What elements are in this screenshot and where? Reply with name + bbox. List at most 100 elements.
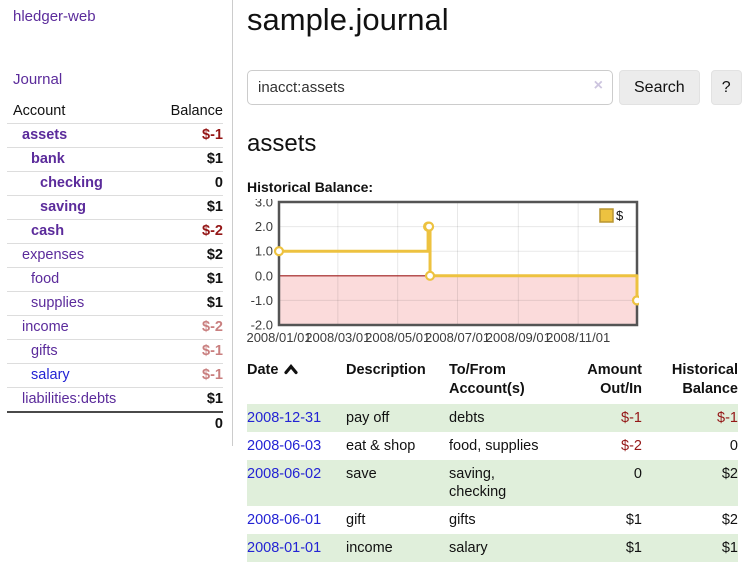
account-balance: $2 [153,244,223,268]
tx-date-cell: 2008-06-01 [247,506,346,534]
page-title: sample.journal [247,2,742,38]
tx-date-link[interactable]: 2008-12-31 [247,410,321,426]
tx-amount: $1 [561,506,642,534]
search-input-wrap: × [247,70,613,105]
data-point [426,272,434,280]
account-name-cell: salary [7,364,153,388]
sidebar-account-income[interactable]: income [22,319,69,335]
sidebar-account-row: gifts $-1 [7,340,223,364]
accounts-table: Account Balance assets$-1bank$1checking0… [7,100,223,436]
tx-accounts: debts [449,404,561,432]
sidebar-account-expenses[interactable]: expenses [22,247,84,263]
account-name-cell: food [7,268,153,292]
sidebar-account-row: saving $1 [7,196,223,220]
transaction-row: 2008-01-01incomesalary$1$1 [247,534,738,562]
accounts-total-balance: 0 [153,412,223,436]
x-tick-label: 2008/09/01 [486,330,551,345]
tx-col-label: To/From [449,361,549,380]
sort-ascending-icon [284,362,298,378]
transaction-row: 2008-06-01giftgifts$1$2 [247,506,738,534]
sidebar-account-bank[interactable]: bank [31,151,65,167]
account-balance: $-1 [153,124,223,148]
historical-balance-chart: $3.02.01.00.0-1.0-2.02008/01/012008/03/0… [247,199,639,351]
sidebar: hledger-web Journal Account Balance asse… [0,0,233,446]
accounts-total-row: 0 [7,412,223,436]
account-name-cell: assets [7,124,153,148]
main-content: sample.journal × Search ? assets Histori… [247,0,742,562]
sidebar-account-checking[interactable]: checking [40,175,103,191]
tx-col-label: Description [346,361,437,380]
tx-description: save [346,460,449,506]
data-point [425,223,433,231]
tx-accounts: food, supplies [449,432,561,460]
tx-col-description: Description [346,359,449,404]
transaction-row: 2008-06-03eat & shopfood, supplies$-20 [247,432,738,460]
nav-journal: Journal [13,71,232,88]
sidebar-account-supplies[interactable]: supplies [31,295,84,311]
account-name-cell: supplies [7,292,153,316]
x-tick-label: 2008/05/01 [365,330,430,345]
brand: hledger-web [13,8,232,25]
accounts-col-account: Account [7,100,153,124]
tx-date-link[interactable]: 2008-06-02 [247,466,321,482]
tx-col-label-2: Out/In [561,380,642,399]
sidebar-account-gifts[interactable]: gifts [31,343,58,359]
y-tick-label: 1.0 [255,244,273,259]
tx-date-cell: 2008-12-31 [247,404,346,432]
chart-title: Historical Balance: [247,179,742,195]
sidebar-account-row: bank $1 [7,148,223,172]
sidebar-account-row: cash $-2 [7,220,223,244]
sidebar-account-row: salary $-1 [7,364,223,388]
tx-amount: 0 [561,460,642,506]
tx-col-label: Historical [642,361,738,380]
account-balance: $1 [153,292,223,316]
search-input[interactable] [247,70,613,105]
brand-link[interactable]: hledger-web [13,8,96,25]
tx-col-date[interactable]: Date [247,359,346,404]
sidebar-account-saving[interactable]: saving [40,199,86,215]
tx-date-link[interactable]: 2008-01-01 [247,540,321,556]
tx-balance: $2 [642,506,738,534]
account-heading: assets [247,130,742,158]
tx-date-cell: 2008-01-01 [247,534,346,562]
sidebar-account-salary[interactable]: salary [31,367,70,383]
account-balance: $1 [153,196,223,220]
clear-search-icon[interactable]: × [594,78,603,94]
hledger-web-app: hledger-web Journal Account Balance asse… [0,0,742,582]
sidebar-account-row: income $-2 [7,316,223,340]
tx-date-link[interactable]: 2008-06-03 [247,438,321,454]
tx-date-link[interactable]: 2008-06-01 [247,512,321,528]
account-balance: $-2 [153,316,223,340]
accounts-total-spacer [7,412,153,436]
sidebar-account-assets[interactable]: assets [22,127,67,143]
tx-col-label: Date [247,361,334,380]
account-name-cell: bank [7,148,153,172]
tx-accounts: salary [449,534,561,562]
sidebar-account-row: liabilities:debts$1 [7,388,223,413]
help-button[interactable]: ? [711,70,742,105]
sidebar-account-row: assets $-1 [7,124,223,148]
account-balance: $-1 [153,340,223,364]
account-balance: $-1 [153,364,223,388]
x-tick-label: 2008/11/01 [546,330,610,345]
search-bar: × Search ? [247,70,742,105]
legend-label: $ [616,208,624,223]
account-balance: $-2 [153,220,223,244]
sidebar-account-row: supplies $1 [7,292,223,316]
tx-balance: $-1 [642,404,738,432]
sidebar-item-journal[interactable]: Journal [13,71,62,88]
transactions-header-row: DateDescriptionTo/FromAccount(s)AmountOu… [247,359,738,404]
sidebar-account-food[interactable]: food [31,271,59,287]
sidebar-account-cash[interactable]: cash [31,223,64,239]
account-name-cell: saving [7,196,153,220]
account-balance: $1 [153,148,223,172]
tx-accounts: saving, checking [449,460,561,506]
search-button[interactable]: Search [619,70,700,105]
tx-amount: $1 [561,534,642,562]
sidebar-account-row: expenses $2 [7,244,223,268]
sidebar-account-liabilities-debts[interactable]: liabilities:debts [22,391,116,407]
y-tick-label: 0.0 [255,268,273,283]
x-tick-label: 2008/01/01 [247,330,312,345]
transaction-row: 2008-12-31pay offdebts$-1$-1 [247,404,738,432]
tx-col-label-2: Balance [642,380,738,399]
